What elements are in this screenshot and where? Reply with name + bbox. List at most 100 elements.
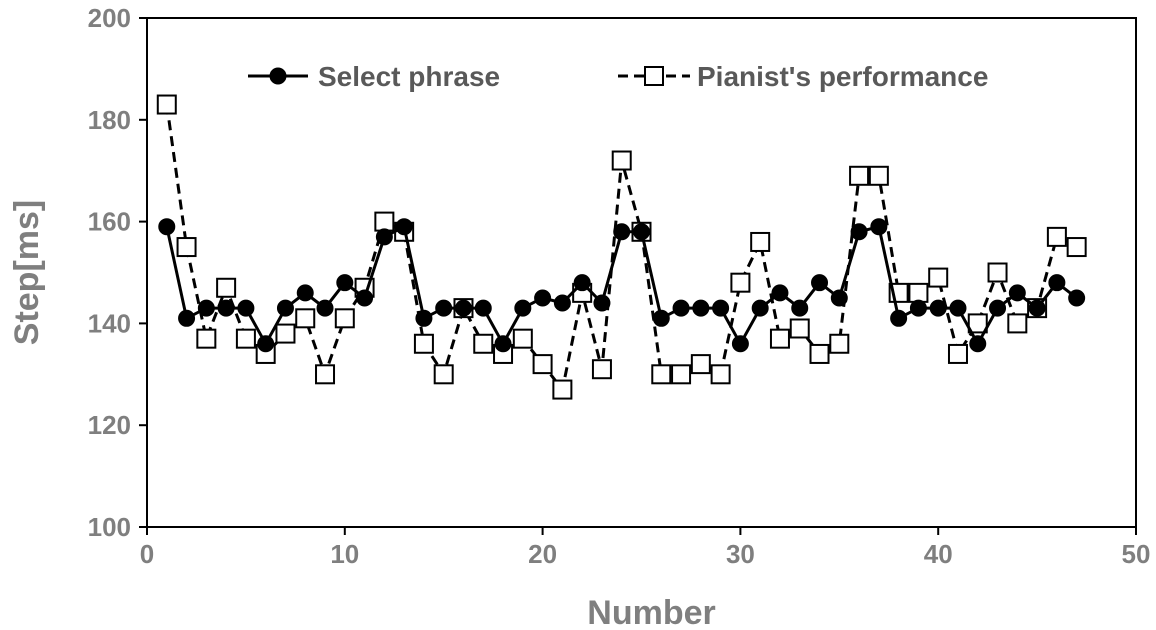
data-point: [771, 284, 789, 302]
data-point: [909, 299, 927, 317]
x-tick-label: 10: [330, 539, 359, 569]
data-point: [269, 67, 287, 85]
data-point: [395, 218, 413, 236]
data-point: [1066, 237, 1087, 258]
data-point: [315, 364, 336, 385]
y-axis-title: Step[ms]: [8, 200, 46, 345]
data-point: [156, 94, 177, 115]
data-point: [750, 231, 771, 252]
data-point: [672, 299, 690, 317]
data-point: [870, 218, 888, 236]
data-point: [1007, 313, 1028, 334]
data-point: [473, 333, 494, 354]
data-point: [613, 223, 631, 241]
data-point: [791, 299, 809, 317]
data-point: [633, 223, 650, 241]
y-tick-label: 180: [88, 105, 131, 135]
data-point: [216, 277, 237, 298]
series-line: [165, 104, 1078, 394]
data-point: [730, 272, 751, 293]
data-point: [176, 237, 197, 258]
data-point: [257, 335, 275, 353]
data-point: [296, 284, 314, 302]
data-point: [1048, 274, 1066, 292]
data-point: [751, 299, 769, 317]
data-point: [573, 274, 591, 292]
data-point: [789, 318, 810, 339]
data-point: [769, 328, 790, 349]
data-point: [1028, 299, 1046, 317]
data-point: [949, 299, 967, 317]
data-point: [850, 223, 868, 241]
data-point: [692, 299, 710, 317]
data-point: [652, 309, 670, 327]
data-point: [552, 379, 573, 400]
data-point: [514, 299, 532, 317]
plot-area-frame: [146, 17, 1137, 528]
data-point: [512, 328, 533, 349]
data-point: [908, 282, 929, 303]
data-point: [809, 343, 830, 364]
data-point: [710, 364, 731, 385]
x-tick-label: 50: [1122, 539, 1151, 569]
x-tick-label: 30: [726, 539, 755, 569]
data-point: [969, 335, 987, 353]
y-axis-ticks: 100 120 140 160 180 200: [88, 3, 147, 542]
data-point: [275, 323, 296, 344]
data-point: [196, 328, 217, 349]
x-tick-label: 40: [924, 539, 953, 569]
data-point: [947, 343, 968, 364]
data-point: [375, 228, 393, 246]
data-point: [611, 150, 632, 171]
data-point: [829, 333, 850, 354]
data-point: [276, 299, 294, 317]
data-point: [316, 299, 334, 317]
data-point: [967, 313, 988, 334]
data-point: [433, 364, 454, 385]
x-axis-ticks: 0 10 20 30 40 50: [140, 527, 1151, 569]
data-point: [553, 294, 571, 312]
data-point: [158, 218, 176, 236]
x-axis-title: Number: [587, 594, 715, 630]
data-point: [178, 309, 196, 327]
x-tick-label: 20: [528, 539, 557, 569]
data-point: [928, 267, 949, 288]
data-point: [295, 308, 316, 329]
data-point: [929, 299, 947, 317]
y-tick-label: 160: [88, 207, 131, 237]
y-tick-label: 200: [88, 3, 131, 33]
data-point: [849, 165, 870, 186]
data-point: [197, 299, 215, 317]
data-point: [1008, 284, 1026, 302]
data-point: [811, 274, 829, 292]
y-tick-label: 140: [88, 308, 131, 338]
data-point: [374, 211, 395, 232]
data-point: [494, 335, 512, 353]
data-point: [987, 262, 1008, 283]
data-point: [690, 354, 711, 375]
data-point: [1046, 226, 1067, 247]
data-point: [671, 364, 692, 385]
legend: Select phrase Pianist's performance: [248, 61, 988, 92]
data-point: [593, 294, 611, 312]
data-point: [830, 289, 848, 307]
data-point: [890, 309, 908, 327]
series-pianists-performance: [156, 94, 1087, 400]
legend-label: Select phrase: [318, 61, 500, 92]
data-point: [532, 354, 553, 375]
data-point: [356, 289, 374, 307]
data-point: [534, 289, 552, 307]
data-point: [644, 66, 664, 86]
data-point: [731, 335, 749, 353]
data-point: [712, 299, 730, 317]
data-point: [336, 274, 354, 292]
legend-entry: Select phrase: [248, 61, 500, 92]
legend-label: Pianist's performance: [697, 61, 988, 92]
data-point: [235, 328, 256, 349]
legend-entry: Pianist's performance: [618, 61, 988, 92]
data-point: [217, 299, 235, 317]
x-tick-label: 0: [140, 539, 154, 569]
series-layer: [156, 94, 1087, 400]
data-point: [591, 359, 612, 380]
data-point: [454, 299, 472, 317]
